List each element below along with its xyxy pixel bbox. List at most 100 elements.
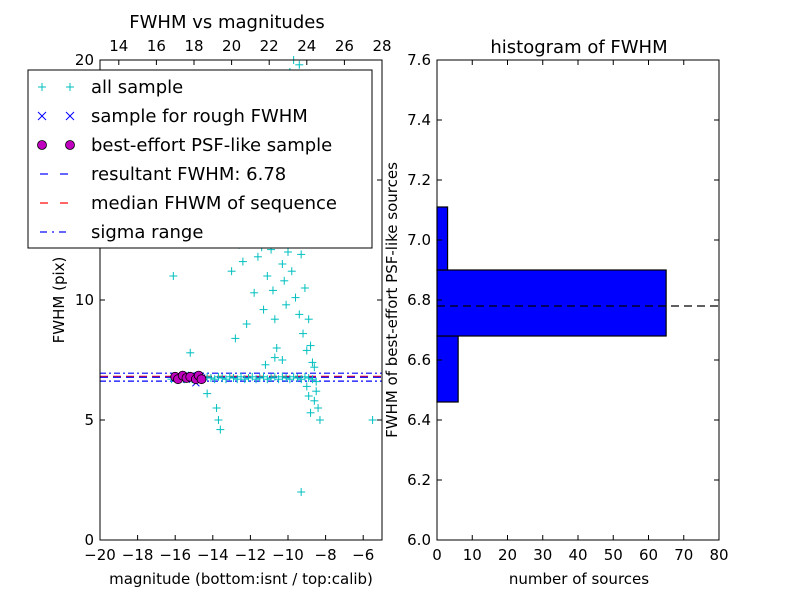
scatter-x-ticks: −20 −18 −16 −14 −12 −10 −8 −6	[84, 535, 374, 564]
histogram-y-tick-label: 6.0	[407, 531, 431, 549]
legend-label-sigma-range: sigma range	[91, 222, 203, 243]
scatter-title: FWHM vs magnitudes	[129, 12, 324, 33]
histogram-x-tick-label: 40	[568, 546, 587, 564]
histogram-bar	[436, 269, 667, 337]
histogram-x-tick-label: 70	[674, 546, 693, 564]
psf-sample-point	[196, 374, 207, 385]
histogram-y-tick-label: 6.2	[407, 471, 431, 489]
scatter-top-tick-label: 26	[335, 37, 354, 55]
all-sample-point	[310, 363, 319, 372]
histogram-x-tick-label: 20	[498, 546, 517, 564]
all-sample-point	[206, 374, 215, 382]
scatter-top-tick-label: 22	[260, 37, 279, 55]
legend-label-rough-sample: sample for rough FWHM	[91, 106, 308, 127]
all-sample-point	[169, 272, 178, 280]
histogram-ylabel: FWHM of best-effort PSF-like sources	[383, 162, 401, 438]
legend-marker-x	[65, 111, 75, 121]
histogram-xlabel: number of sources	[509, 570, 649, 588]
all-sample-point	[289, 372, 298, 381]
all-sample-point	[293, 374, 302, 382]
all-sample-point	[314, 404, 323, 412]
histogram-x-tick-label: 0	[432, 546, 442, 564]
all-sample-point	[270, 353, 279, 362]
all-sample-point	[304, 374, 313, 382]
all-sample-point	[218, 374, 227, 382]
all-sample-point	[278, 372, 287, 381]
legend-label-all-sample: all sample	[91, 77, 183, 98]
all-sample-point	[312, 377, 321, 386]
all-sample-point	[240, 375, 249, 384]
histogram-panel: 0 10 20 30 40 50 60 70 80 6.0 6.2 6.4 6.6 6.8 7.0 7.2 7…	[383, 37, 729, 588]
all-sample-point	[306, 341, 315, 350]
scatter-top-tick-label: 14	[109, 37, 128, 55]
scatter-x-tick-label: −8	[315, 546, 337, 564]
all-sample-point	[216, 425, 225, 434]
legend-box	[27, 69, 373, 249]
scatter-top-tick-label: 24	[297, 37, 316, 55]
histogram-y-tick-label: 6.4	[407, 411, 431, 429]
all-sample-point	[310, 396, 319, 405]
all-sample-point	[302, 346, 311, 355]
scatter-y-tick-label: 5	[84, 411, 94, 429]
all-sample-point	[304, 392, 313, 400]
scatter-top-tick-label: 16	[147, 37, 166, 55]
histogram-y-ticks: 6.0 6.2 6.4 6.6 6.8 7.0 7.2 7.4 7.6	[407, 51, 719, 549]
legend-label-resultant-fwhm: resultant FWHM: 6.78	[91, 164, 286, 185]
legend-marker-x	[37, 111, 47, 121]
all-sample-point	[299, 329, 308, 338]
all-sample-point	[315, 416, 324, 424]
legend-marker-plus	[66, 83, 74, 91]
histogram-y-tick-label: 7.0	[407, 231, 431, 249]
all-sample-point	[304, 315, 313, 324]
histogram-bar	[436, 206, 449, 271]
all-sample-point	[212, 404, 221, 412]
all-sample-point	[280, 276, 289, 285]
all-sample-point	[261, 360, 270, 369]
all-sample-point	[312, 387, 321, 396]
scatter-legend: all sample sample for rough FWHM best-ef…	[27, 69, 373, 249]
scatter-top-tick-label: 28	[372, 37, 391, 55]
legend-markers	[37, 83, 75, 233]
scatter-x-tick-label: −18	[122, 546, 154, 564]
all-sample-point	[295, 60, 304, 69]
scatter-x-tick-label: −20	[84, 546, 116, 564]
histogram-bar	[436, 335, 459, 403]
all-sample-point	[253, 252, 262, 261]
scatter-panel: −20−18−16−14−12−10−8−6 05101520 14161820…	[27, 12, 392, 588]
scatter-x-tick-label: −10	[272, 546, 304, 564]
all-sample-point	[186, 348, 195, 357]
all-sample-point	[300, 372, 309, 381]
scatter-x-tick-label: −16	[159, 546, 191, 564]
histogram-x-tick-label: 60	[639, 546, 658, 564]
all-sample-point	[259, 305, 268, 314]
scatter-ylabel: FWHM (pix)	[50, 257, 68, 344]
all-sample-point	[242, 320, 251, 328]
scatter-x-tick-label: −6	[352, 546, 374, 564]
scatter-top-ticks: 14 16 18 20 22 24 26 28	[109, 37, 392, 65]
histogram-y-tick-label: 6.8	[407, 291, 431, 309]
scatter-top-tick-label: 18	[184, 37, 203, 55]
all-sample-point	[238, 257, 247, 266]
scatter-y-tick-label: 0	[84, 531, 94, 549]
histogram-y-tick-label: 7.6	[407, 51, 431, 69]
all-sample-point	[270, 315, 279, 324]
all-sample-point	[250, 288, 259, 297]
all-sample-point	[203, 389, 212, 398]
all-sample-point	[255, 374, 264, 382]
scatter-x-tick-label: −14	[197, 546, 229, 564]
scatter-xlabel: magnitude (bottom:isnt / top:calib)	[109, 570, 373, 588]
histogram-y-tick-label: 7.4	[407, 111, 431, 129]
all-sample-point	[306, 408, 315, 417]
legend-marker-plus	[38, 83, 46, 91]
all-sample-point	[368, 416, 377, 424]
histogram-x-tick-label: 80	[709, 546, 728, 564]
histogram-y-tick-label: 7.2	[407, 171, 431, 189]
scatter-top-tick-label: 20	[222, 37, 241, 55]
scatter-x-tick-label: −12	[235, 546, 267, 564]
all-sample-point	[302, 382, 311, 391]
all-sample-point	[231, 334, 240, 343]
histogram-x-tick-label: 10	[463, 546, 482, 564]
histogram-x-ticks: 0 10 20 30 40 50 60 70 80	[432, 60, 729, 564]
all-sample-point	[272, 344, 281, 352]
all-sample-point	[295, 310, 304, 319]
